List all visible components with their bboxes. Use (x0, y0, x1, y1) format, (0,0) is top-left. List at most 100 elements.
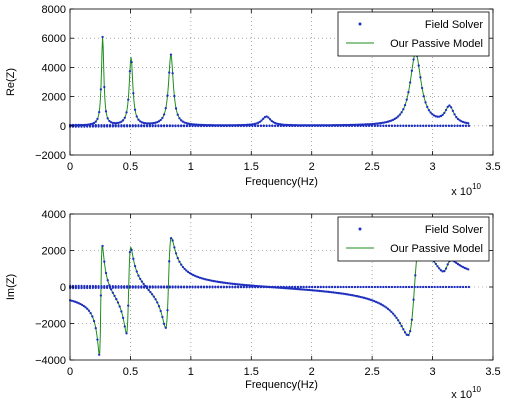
field-solver-point (103, 123, 106, 127)
field-solver-point (438, 267, 441, 270)
field-solver-point (248, 124, 251, 127)
field-solver-point (176, 113, 179, 116)
field-solver-point (128, 285, 131, 288)
field-solver-point (212, 279, 215, 283)
field-solver-point (256, 121, 260, 124)
field-solver-point (336, 124, 339, 127)
field-solver-point (178, 260, 181, 263)
field-solver-point (142, 282, 145, 286)
field-solver-point (262, 285, 265, 288)
field-solver-point (397, 115, 400, 118)
field-solver-point (379, 285, 382, 288)
field-solver-point (432, 114, 436, 117)
field-solver-point (91, 123, 94, 127)
legend-label-field-solver: Field Solver (425, 19, 483, 31)
field-solver-point (333, 285, 337, 288)
field-solver-point (353, 124, 356, 127)
field-solver-point (313, 124, 317, 127)
field-solver-point (168, 285, 171, 288)
field-solver-point (169, 237, 173, 240)
field-solver-point (362, 285, 365, 288)
field-solver-point (403, 331, 407, 334)
field-solver-point (161, 315, 164, 319)
field-solver-point (217, 280, 220, 284)
field-solver-point (140, 285, 143, 288)
field-solver-point (294, 124, 297, 127)
field-solver-point (169, 53, 173, 56)
field-solver-point (103, 85, 106, 89)
field-solver-point (71, 123, 75, 126)
field-solver-point (171, 285, 174, 288)
field-solver-point (157, 120, 161, 123)
legend-label-passive-model: Our Passive Model (390, 243, 483, 255)
field-solver-point (450, 106, 453, 109)
field-solver-point (370, 285, 374, 288)
field-solver-point (381, 121, 384, 124)
field-solver-point (101, 244, 104, 248)
field-solver-point (292, 287, 296, 290)
field-solver-point (229, 282, 232, 285)
field-solver-point (301, 288, 304, 291)
field-solver-point (168, 124, 171, 127)
field-solver-point (376, 285, 379, 288)
field-solver-point (425, 285, 428, 288)
field-solver-point (160, 285, 163, 288)
field-solver-point (379, 124, 382, 127)
field-solver-point (87, 309, 91, 312)
field-solver-point (84, 306, 87, 309)
field-solver-point (413, 124, 416, 127)
field-solver-point (106, 285, 109, 288)
field-solver-point (405, 333, 408, 336)
field-solver-point (242, 285, 245, 288)
field-solver-point (116, 301, 120, 304)
field-solver-point (267, 116, 270, 119)
field-solver-point (405, 124, 408, 127)
legend-marker-field-solver (358, 22, 362, 26)
field-solver-point (83, 284, 86, 287)
field-solver-point (325, 124, 328, 127)
field-solver-point (245, 124, 248, 127)
field-solver-point (271, 285, 274, 288)
field-solver-point (378, 302, 381, 305)
field-solver-point (145, 285, 149, 288)
field-solver-point (154, 124, 157, 127)
field-solver-point (268, 118, 272, 121)
field-solver-point (239, 283, 243, 286)
field-solver-point (442, 285, 445, 288)
field-solver-point (456, 117, 460, 121)
field-solver-point (227, 282, 231, 285)
field-solver-point (262, 117, 265, 120)
field-solver-point (91, 315, 94, 318)
field-solver-point (97, 123, 100, 127)
field-solver-point (328, 285, 331, 288)
field-solver-point (422, 95, 425, 98)
field-solver-point (143, 124, 146, 127)
ticks (69, 213, 494, 361)
field-solver-point (376, 301, 379, 304)
field-solver-point (181, 120, 185, 123)
field-solver-point (419, 76, 422, 79)
field-solver-point (217, 285, 220, 288)
field-solver-point (446, 263, 449, 266)
field-solver-point (379, 121, 383, 125)
field-solver-point (430, 124, 433, 127)
field-solver-point (157, 124, 160, 127)
y-tick-label: −4000 (35, 355, 66, 367)
field-solver-point (123, 124, 126, 127)
field-solver-point (104, 271, 108, 275)
field-solver-point (226, 281, 229, 285)
field-solver-point (157, 305, 161, 308)
field-solver-point (405, 98, 408, 101)
field-solver-point (149, 290, 152, 294)
field-solver-point (96, 338, 99, 341)
field-solver-point (427, 285, 431, 288)
field-solver-point (89, 312, 92, 315)
field-solver-point (209, 279, 212, 282)
field-solver-point (373, 122, 376, 125)
field-solver-point (144, 122, 147, 125)
x-axis-label: Frequency(Hz) (245, 379, 318, 391)
field-solver-point (276, 124, 280, 127)
y-tick-label: 2000 (42, 246, 66, 258)
x-tick-label: 2.5 (364, 161, 379, 173)
field-solver-point (98, 110, 101, 114)
